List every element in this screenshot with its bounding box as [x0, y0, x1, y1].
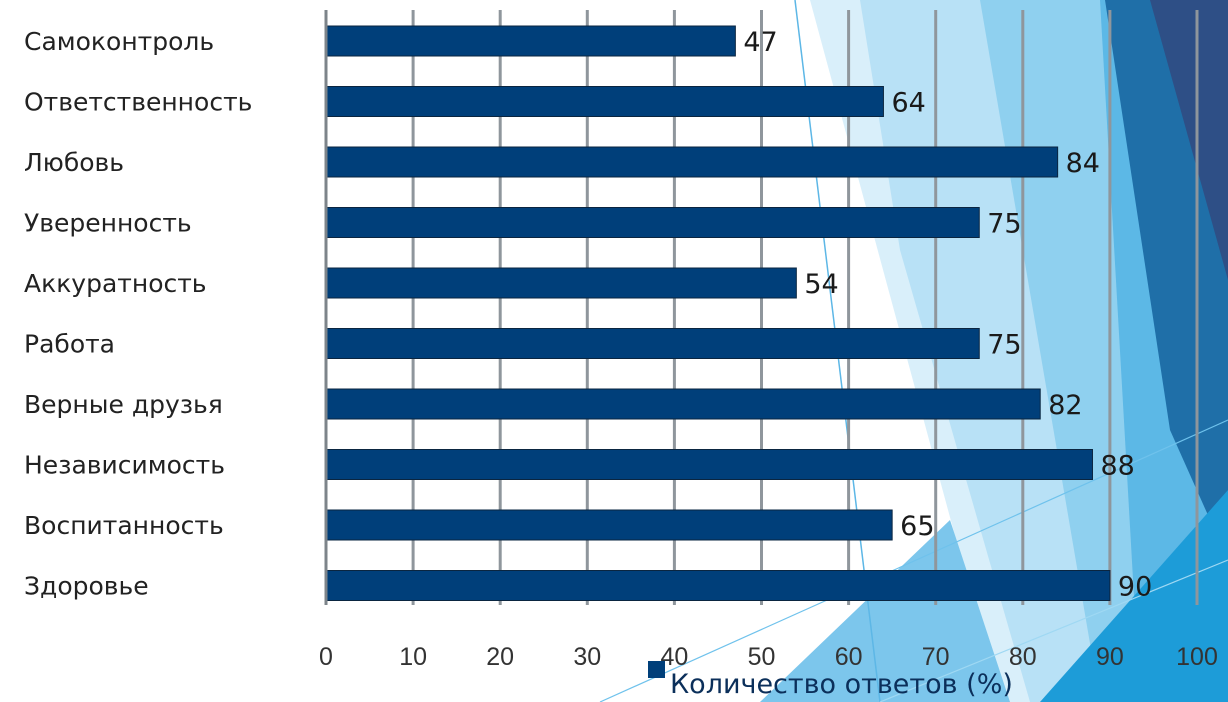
- x-tick-label: 0: [319, 643, 333, 671]
- category-label: Верные друзья: [24, 390, 223, 419]
- x-tick-label: 90: [1096, 643, 1124, 671]
- x-tick-label: 10: [399, 643, 427, 671]
- category-label: Здоровье: [24, 572, 149, 601]
- data-label: 90: [1118, 572, 1152, 603]
- data-label: 54: [804, 269, 838, 300]
- data-label: 64: [891, 88, 925, 119]
- x-tick-label: 100: [1176, 643, 1218, 671]
- data-label: 75: [987, 209, 1021, 240]
- x-tick-label: 20: [486, 643, 514, 671]
- x-tick-label: 50: [748, 643, 776, 671]
- bar: [325, 25, 736, 57]
- x-tick-label: 40: [660, 643, 688, 671]
- bar: [325, 146, 1059, 178]
- bar: [325, 328, 980, 359]
- legend-label: Количество ответов (%): [670, 669, 1013, 700]
- bar: [325, 207, 980, 238]
- category-label: Аккуратность: [24, 269, 207, 298]
- data-label: 88: [1100, 451, 1134, 482]
- data-label: 82: [1048, 390, 1082, 421]
- category-label: Работа: [24, 330, 115, 359]
- bar: [325, 449, 1093, 480]
- bar: [325, 267, 797, 299]
- x-tick-label: 30: [573, 643, 601, 671]
- category-label: Воспитанность: [24, 511, 224, 540]
- data-label: 75: [987, 330, 1021, 361]
- data-label: 65: [900, 511, 934, 542]
- legend-swatch: [648, 661, 665, 678]
- category-label: Ответственность: [24, 88, 252, 117]
- x-tick-label: 60: [835, 643, 863, 671]
- bar: [325, 388, 1041, 420]
- category-label: Уверенность: [24, 209, 192, 238]
- category-label: Любовь: [24, 148, 124, 177]
- category-label: Самоконтроль: [24, 27, 214, 56]
- bar: [325, 509, 893, 541]
- x-tick-label: 70: [922, 643, 950, 671]
- bar: [325, 86, 884, 117]
- bar: [325, 570, 1111, 601]
- data-label: 47: [743, 27, 777, 58]
- category-label: Независимость: [24, 451, 225, 480]
- x-tick-label: 80: [1009, 643, 1037, 671]
- data-label: 84: [1066, 148, 1100, 179]
